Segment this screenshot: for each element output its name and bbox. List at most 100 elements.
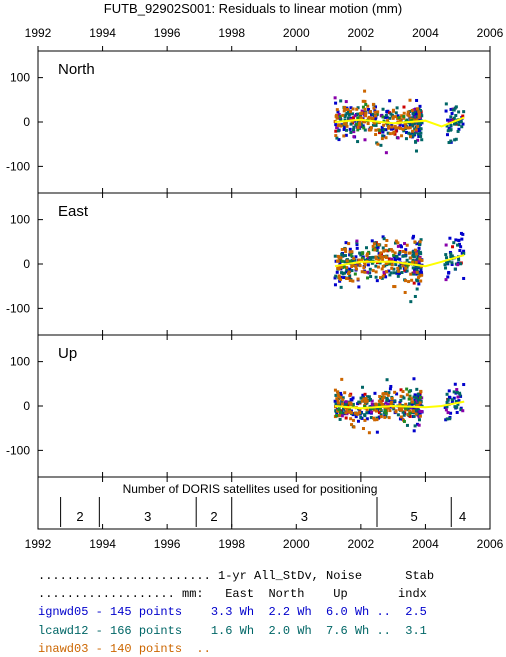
data-point-inawd03 (378, 406, 382, 410)
data-point-lcawd12 (365, 395, 369, 399)
data-point-ignwd05 (333, 399, 337, 403)
data-point-inawd03 (363, 404, 367, 408)
data-point-lcawd12 (335, 126, 339, 130)
legend-row-ignwd05: ignwd05 - 145 points 3.3 Wh 2.2 Wh 6.0 W… (38, 605, 427, 619)
data-point-ignwd05 (387, 269, 391, 273)
data-point-ignwd05 (417, 246, 421, 250)
data-point-inawd03 (347, 242, 351, 246)
y-tick-label: -100 (6, 301, 30, 315)
data-point-inawd03 (335, 113, 339, 117)
data-point-ignwd05 (384, 275, 388, 279)
data-point-ignwd05 (339, 409, 343, 413)
data-point-lcawd12 (352, 130, 356, 134)
data-point-inawd03 (373, 418, 377, 422)
data-point-ignwd05 (386, 249, 390, 253)
data-point-inawd03 (390, 400, 394, 404)
data-point-inawd03 (378, 395, 382, 399)
data-point-inawd03 (393, 115, 397, 119)
data-point-inawd03 (408, 411, 412, 415)
data-point-ignwd05 (338, 262, 342, 266)
data-point-lcawd12 (399, 398, 403, 402)
data-point-inawd03 (400, 114, 404, 118)
data-point-inawd03 (345, 124, 349, 128)
data-point-lcawd12 (341, 396, 345, 400)
data-point-inawd03 (351, 404, 355, 408)
data-point-inawd03 (342, 265, 346, 269)
data-point-ignwd05 (443, 405, 447, 409)
data-point-inawd03 (405, 387, 409, 391)
data-point-ignwd05 (389, 384, 393, 388)
data-point-ignwd05 (452, 396, 456, 400)
data-point-ignwd05 (413, 399, 417, 403)
data-point-inawd03 (411, 260, 415, 264)
data-point-ignwd05 (418, 104, 422, 108)
data-point-ignwd05 (385, 115, 389, 119)
data-point-lcawd12 (339, 118, 343, 122)
data-point-lcawd12 (413, 115, 417, 119)
data-point-lcawd12 (420, 120, 424, 124)
data-point-inawd03 (358, 123, 362, 127)
data-point-inawd03 (364, 114, 368, 118)
data-point-ignwd05 (446, 118, 450, 122)
data-point-inawd03 (398, 407, 402, 411)
data-point-lcawd12 (360, 109, 364, 113)
data-point-lcawd12 (352, 125, 356, 129)
data-point-lcawd12 (344, 402, 348, 406)
x-tick-label-top: 1998 (218, 26, 245, 40)
data-point-lcawd12 (388, 116, 392, 120)
data-point-lcawd12 (375, 248, 379, 252)
data-point-inawd03 (371, 116, 375, 120)
data-point-lcawd12 (385, 378, 389, 382)
satellite-panel-frame (37, 476, 491, 530)
data-point-ignwd05 (343, 125, 347, 129)
data-point-lcawd12 (367, 271, 371, 275)
data-point-lcawd12 (371, 112, 375, 116)
data-point-lcawd12 (404, 137, 408, 141)
data-point-inawd03 (375, 418, 379, 422)
data-point-inawd03 (339, 256, 343, 260)
data-point-inawd03 (335, 414, 339, 418)
data-point-inawd03 (408, 126, 412, 130)
data-point-inawd03 (380, 267, 384, 271)
panel-label: East (58, 203, 89, 220)
data-point-lcawd12 (361, 385, 365, 389)
data-point-inawd03 (376, 110, 380, 114)
data-point-ignwd05 (395, 271, 399, 275)
data-point-ignwd05 (405, 130, 409, 134)
data-point-lcawd12 (368, 256, 372, 260)
data-point-inawd03 (381, 255, 385, 259)
data-point-ignwd05 (447, 395, 451, 399)
data-point-inawd03 (371, 407, 375, 411)
data-point-inawd03 (416, 276, 420, 280)
data-point-lcawd12 (444, 253, 448, 257)
data-point-ignwd05 (412, 281, 416, 285)
data-point-lcawd12 (449, 252, 453, 256)
data-point-lcawd12 (375, 243, 379, 247)
data-point-ignwd05 (451, 245, 455, 249)
data-point-inawd03 (380, 137, 384, 141)
data-point-lcawd12 (444, 266, 448, 270)
data-point-ignwd05 (354, 255, 358, 259)
data-point-lcawd12 (358, 125, 362, 129)
data-point-lcawd12 (416, 392, 420, 396)
legend-row-lcawd12: lcawd12 - 166 points 1.6 Wh 2.0 Wh 7.6 W… (38, 624, 427, 638)
data-point-lcawd12 (389, 112, 393, 116)
data-point-ignwd05 (344, 241, 348, 245)
data-point-ignwd05 (375, 430, 379, 434)
data-point-ignwd05 (387, 257, 391, 261)
data-point-inawd03 (411, 409, 415, 413)
data-point-inawd03 (340, 265, 344, 269)
data-point-ignwd05 (334, 123, 338, 127)
data-point-ignwd05 (377, 415, 381, 419)
data-point-ignwd05 (339, 267, 343, 271)
satellite-count-label: 4 (459, 509, 466, 524)
data-point-lcawd12 (343, 271, 347, 275)
data-point-lcawd12 (416, 249, 420, 253)
data-point-lcawd12 (341, 272, 345, 276)
data-point-inawd03 (362, 120, 366, 124)
data-point-inawd03 (372, 106, 376, 110)
data-point-inawd03 (363, 107, 367, 111)
data-point-lcawd12 (445, 400, 449, 404)
satellite-count-label: 2 (210, 509, 217, 524)
data-point-lcawd12 (366, 256, 370, 260)
